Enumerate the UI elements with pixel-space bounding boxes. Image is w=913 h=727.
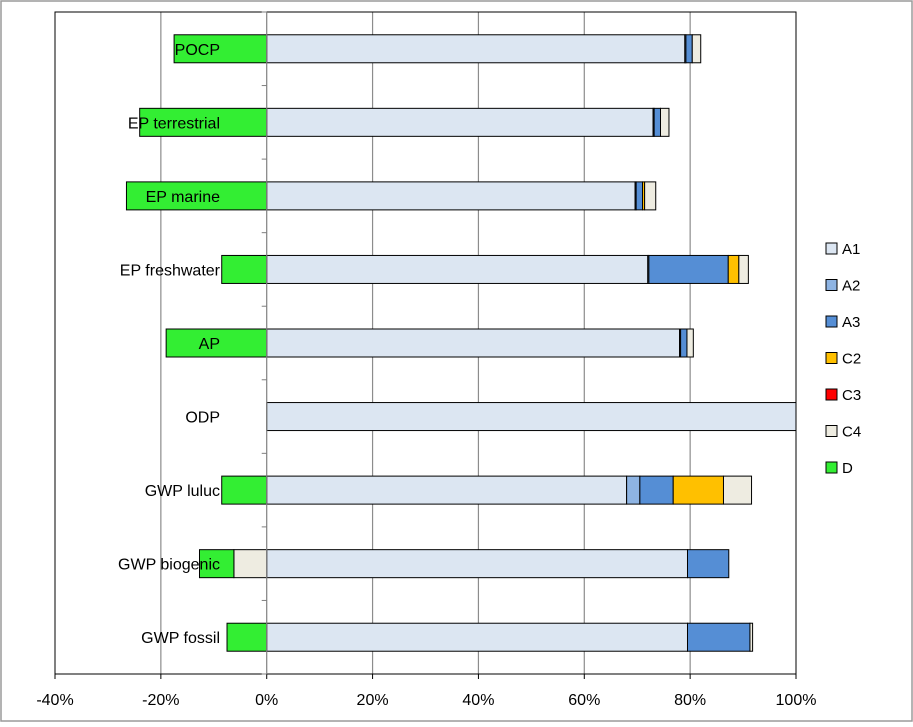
legend-label: C4 bbox=[842, 424, 861, 441]
bar-gwp-fossil-a3 bbox=[686, 622, 751, 652]
legend-swatch bbox=[825, 279, 838, 291]
x-tick-label: 40% bbox=[462, 692, 494, 709]
bar-gwp-luluc-a3 bbox=[639, 475, 674, 505]
legend-item-a3[interactable]: A3 bbox=[825, 314, 860, 331]
bar-ep-freshwater-d bbox=[221, 254, 268, 284]
bar-ep-marine-d bbox=[125, 181, 268, 211]
category-label-gwp-luluc: GWP luluc bbox=[145, 483, 220, 500]
category-label-ep-terrestrial: EP terrestrial bbox=[128, 115, 220, 132]
legend-swatch bbox=[825, 242, 838, 255]
bar-ep-terrestrial-a3 bbox=[653, 107, 662, 137]
legend-label: A3 bbox=[842, 314, 860, 331]
bar-ep-marine-c4 bbox=[644, 181, 657, 211]
category-labels: POCP EP terrestrial EP marine EP freshwater… bbox=[118, 42, 221, 647]
legend-label: D bbox=[842, 460, 853, 477]
category-label-ap: AP bbox=[199, 336, 220, 353]
bar-gwp-luluc-a2 bbox=[626, 475, 641, 505]
x-tick-label: 100% bbox=[776, 692, 817, 709]
bar-gwp-luluc-c4 bbox=[722, 475, 753, 505]
bar-pocp-a3 bbox=[685, 34, 693, 64]
bar-gwp-biogenic-a3 bbox=[686, 549, 730, 579]
legend-label: C3 bbox=[842, 387, 861, 404]
bar-pocp-d bbox=[173, 34, 268, 64]
x-tick-label: 80% bbox=[674, 692, 706, 709]
bar-ep-terrestrial-d bbox=[139, 107, 268, 137]
bar-ap-a1 bbox=[266, 328, 681, 358]
bar-pocp-c4 bbox=[691, 34, 702, 64]
legend[interactable]: A1 A2 A3 C2 C3 C4 D bbox=[825, 241, 861, 477]
bar-pocp-a1 bbox=[266, 34, 686, 64]
legend-item-a1[interactable]: A1 bbox=[825, 241, 860, 258]
bar-gwp-fossil-c4 bbox=[749, 622, 754, 652]
legend-item-d[interactable]: D bbox=[825, 460, 853, 477]
x-tick-label: 60% bbox=[568, 692, 600, 709]
bar-ap-d bbox=[165, 328, 268, 358]
bar-ep-freshwater-a1 bbox=[266, 254, 649, 284]
category-label-ep-freshwater: EP freshwater bbox=[120, 262, 221, 279]
bar-ap-c4 bbox=[686, 328, 694, 358]
bar-gwp-luluc-c2 bbox=[672, 475, 724, 505]
bar-ep-marine-a1 bbox=[266, 181, 636, 211]
bars-layer bbox=[125, 34, 797, 652]
category-label-gwp-fossil: GWP fossil bbox=[141, 630, 220, 647]
category-label-pocp: POCP bbox=[175, 42, 220, 59]
legend-item-c2[interactable]: C2 bbox=[825, 351, 861, 368]
bar-gwp-fossil-d bbox=[226, 622, 268, 652]
category-label-gwp-biogenic: GWP biogenic bbox=[118, 557, 220, 574]
bar-odp-a1 bbox=[266, 402, 797, 432]
category-label-odp: ODP bbox=[185, 410, 220, 427]
bar-ep-marine-a3 bbox=[635, 181, 644, 211]
legend-item-a2[interactable]: A2 bbox=[825, 278, 860, 295]
bar-gwp-biogenic-a1 bbox=[266, 549, 688, 579]
legend-swatch bbox=[825, 425, 838, 437]
bar-ep-terrestrial-a1 bbox=[266, 107, 654, 137]
plot-area-border bbox=[54, 11, 797, 675]
legend-label: A1 bbox=[842, 241, 860, 258]
bar-ep-freshwater-a3 bbox=[648, 254, 729, 284]
bar-gwp-fossil-a1 bbox=[266, 622, 688, 652]
legend-item-c4[interactable]: C4 bbox=[825, 424, 861, 441]
legend-item-c3[interactable]: C3 bbox=[825, 387, 861, 404]
x-tick-label: 20% bbox=[357, 692, 389, 709]
bar-ep-freshwater-c4 bbox=[738, 254, 749, 284]
bar-gwp-biogenic-c4 bbox=[233, 549, 268, 579]
bar-gwp-luluc-d bbox=[221, 475, 268, 505]
category-label-ep-marine: EP marine bbox=[146, 189, 221, 206]
x-tick-labels: -40% -20% 0% 20% 40% 60% 80% 100% bbox=[36, 692, 816, 709]
bar-ep-terrestrial-c4 bbox=[660, 107, 670, 137]
bar-ep-freshwater-c2 bbox=[727, 254, 740, 284]
bar-gwp-luluc-a1 bbox=[266, 475, 628, 505]
legend-label: C2 bbox=[842, 351, 861, 368]
legend-swatch bbox=[825, 461, 838, 474]
legend-label: A2 bbox=[842, 278, 860, 295]
legend-swatch bbox=[825, 388, 838, 401]
x-tick-label: 0% bbox=[255, 692, 278, 709]
legend-swatch bbox=[825, 352, 838, 364]
axes-layer bbox=[54, 11, 797, 679]
x-tick-label: -20% bbox=[142, 692, 179, 709]
bar-ap-a3 bbox=[680, 328, 688, 358]
x-tick-label: -40% bbox=[36, 692, 73, 709]
bar-gwp-biogenic-d bbox=[198, 549, 235, 579]
legend-swatch bbox=[825, 315, 838, 328]
